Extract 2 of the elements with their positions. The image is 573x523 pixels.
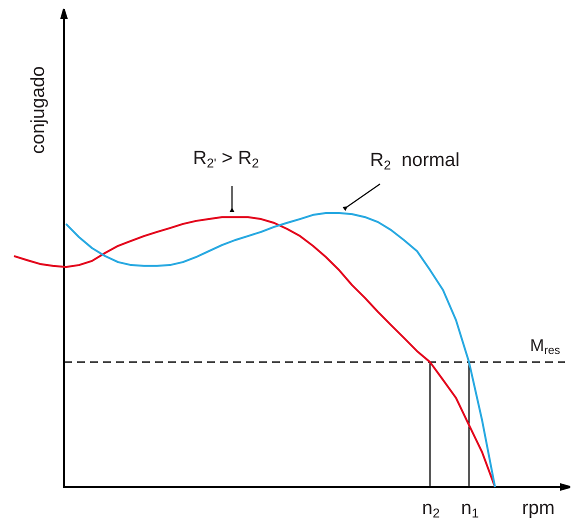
x-axis-title: rpm xyxy=(522,498,555,519)
y-axis-title: conjugado xyxy=(28,66,49,154)
